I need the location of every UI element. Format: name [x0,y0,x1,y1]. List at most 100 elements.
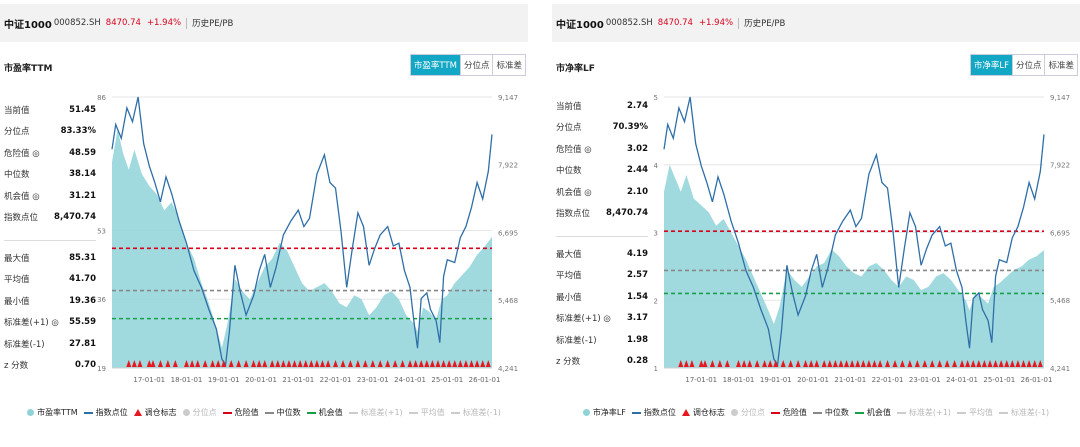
rebalance-marker [165,360,171,367]
tab-std-dev[interactable]: 标准差 [1044,55,1077,75]
legend-item[interactable]: 分位点 [182,407,217,418]
y2-tick-label: 7,922 [498,162,518,170]
stat-value: 55.59 [69,317,96,328]
rebalance-marker [678,360,684,367]
legend-item[interactable]: 标准差(-1) [998,407,1049,418]
x-tick-label: 22-01-01 [872,376,904,384]
stat-label: 机会值 ◎ [4,191,40,202]
pe-chart[interactable]: 19 36 53 86 4,241 5,468 6,695 7,922 9,147 17-01-0… [0,0,528,400]
rebalance-marker [959,360,965,367]
stat-danger[interactable]: 危险值 ◎ 3.02 [556,138,648,160]
stat-label: 中位数 [556,166,582,177]
stat-label: 最大值 [556,249,582,260]
rebalance-marker [202,360,208,367]
x-tick-label: 23-01-01 [909,376,941,384]
legend-item[interactable]: 标准差(-1) [450,407,501,418]
rebalance-marker [413,360,419,367]
legend-item[interactable]: 分位点 [730,407,765,418]
tab-std-dev[interactable]: 标准差 [492,55,525,75]
rebalance-marker [215,360,221,367]
legend-item[interactable]: 调仓标志 [133,407,177,418]
chart-title: 市净率LF [556,64,595,74]
rebalance-marker [827,360,833,367]
pb-panel: 中证1000 000852.SH 8470.74 +1.94% 历史PE/PB … [552,0,1080,447]
index-code: 000852.SH [53,18,101,28]
legend-item[interactable]: 标准差(+1) [348,407,403,418]
stat-std-plus[interactable]: 标准差(+1) ◎ 3.17 [556,308,648,330]
legend-item[interactable]: 平均值 [408,407,445,418]
legend-label: 平均值 [420,408,445,417]
legend-dash-icon [956,411,966,414]
rebalance-marker [377,360,383,367]
stat-label: 危险值 ◎ [4,148,40,159]
rebalance-marker [303,360,309,367]
legend-label: 标准差(-1) [462,408,501,417]
stat-value: 0.70 [75,360,96,371]
stat-chance[interactable]: 机会值 ◎ 31.21 [4,185,96,207]
stat-label: 机会值 ◎ [556,187,592,198]
legend-dot-icon [182,409,190,416]
rebalance-marker [767,360,773,367]
pb-chart[interactable]: 1 2 3 4 5 4,241 5,468 6,695 7,922 9,147 17-01-01 18… [552,0,1080,400]
stat-value: 2.57 [627,270,648,281]
rebalance-marker [424,360,430,367]
legend-item[interactable]: 市盈率TTM [27,407,78,418]
legend-label: 指数点位 [95,408,128,417]
stat-value: 8,470.74 [606,208,648,219]
stat-value: 19.36 [69,295,96,306]
rebalance-marker [832,360,838,367]
x-tick-label: 17-01-01 [685,376,717,384]
legend-dash-icon [896,411,906,414]
stat-std-minus: 标准差(-1) 27.81 [4,333,96,355]
stats-panel: 当前值 2.74 分位点 70.39% 危险值 ◎ 3.02 中位数 2.44 机会值 … [556,95,648,372]
rebalance-marker [269,360,275,367]
stat-label: 标准差(-1) [556,335,597,346]
tab-percentile[interactable]: 分位点 [1011,55,1045,75]
legend-item[interactable]: 平均值 [956,407,993,418]
stat-percentile: 分位点 70.39% [556,117,648,139]
y2-tick-label: 6,695 [1050,229,1070,237]
rebalance-marker [221,360,227,367]
legend-item[interactable]: 危险值 [770,407,807,418]
stat-danger[interactable]: 危险值 ◎ 48.59 [4,142,96,164]
tab-pb-lf[interactable]: 市净率LF [970,55,1012,75]
y-tick-label: 2 [654,297,658,305]
legend-label: 中位数 [276,408,301,417]
stat-label: 标准差(-1) [4,339,45,350]
rebalance-marker [463,360,469,367]
legend-item[interactable]: 标准差(+1) [896,407,951,418]
legend-item[interactable]: 中位数 [812,407,849,418]
index-header: 中证1000 000852.SH 8470.74 +1.94% 历史PE/PB [552,4,1080,42]
tab-percentile[interactable]: 分位点 [459,55,493,75]
stat-value: 2.74 [627,100,648,111]
legend-item[interactable]: 市净率LF [582,407,626,418]
pe-panel: 中证1000 000852.SH 8470.74 +1.94% 历史PE/PB … [0,0,528,447]
stat-value: 8,470.74 [54,212,96,223]
legend-item[interactable]: 机会值 [306,407,343,418]
legend-dash-icon [450,411,460,414]
rebalance-marker [370,360,376,367]
legend-item[interactable]: 中位数 [264,407,301,418]
index-header: 中证1000 000852.SH 8470.74 +1.94% 历史PE/PB [0,4,528,42]
rebalance-marker [210,360,216,367]
stat-std-plus[interactable]: 标准差(+1) ◎ 55.59 [4,312,96,334]
x-tick-label: 26-01-01 [469,376,501,384]
history-pe-pb-link[interactable]: 历史PE/PB [744,19,786,29]
legend-line-icon [83,411,93,414]
index-name: 中证1000 [556,19,604,31]
y-tick-label: 4 [654,162,659,170]
legend-dash-icon [854,411,864,414]
rebalance-marker [689,360,695,367]
legend-item[interactable]: 指数点位 [83,407,128,418]
stat-z-score: z 分数 0.28 [556,351,648,373]
legend-item[interactable]: 危险值 [222,407,259,418]
legend-item[interactable]: 调仓标志 [681,407,725,418]
history-pe-pb-link[interactable]: 历史PE/PB [192,19,234,29]
x-tick-label: 17-01-01 [133,376,165,384]
rebalance-marker [172,360,178,367]
y2-tick-label: 9,147 [498,94,518,102]
legend-item[interactable]: 机会值 [854,407,891,418]
tab-pe-ttm[interactable]: 市盈率TTM [410,55,460,75]
legend-item[interactable]: 指数点位 [631,407,676,418]
stat-chance[interactable]: 机会值 ◎ 2.10 [556,181,648,203]
